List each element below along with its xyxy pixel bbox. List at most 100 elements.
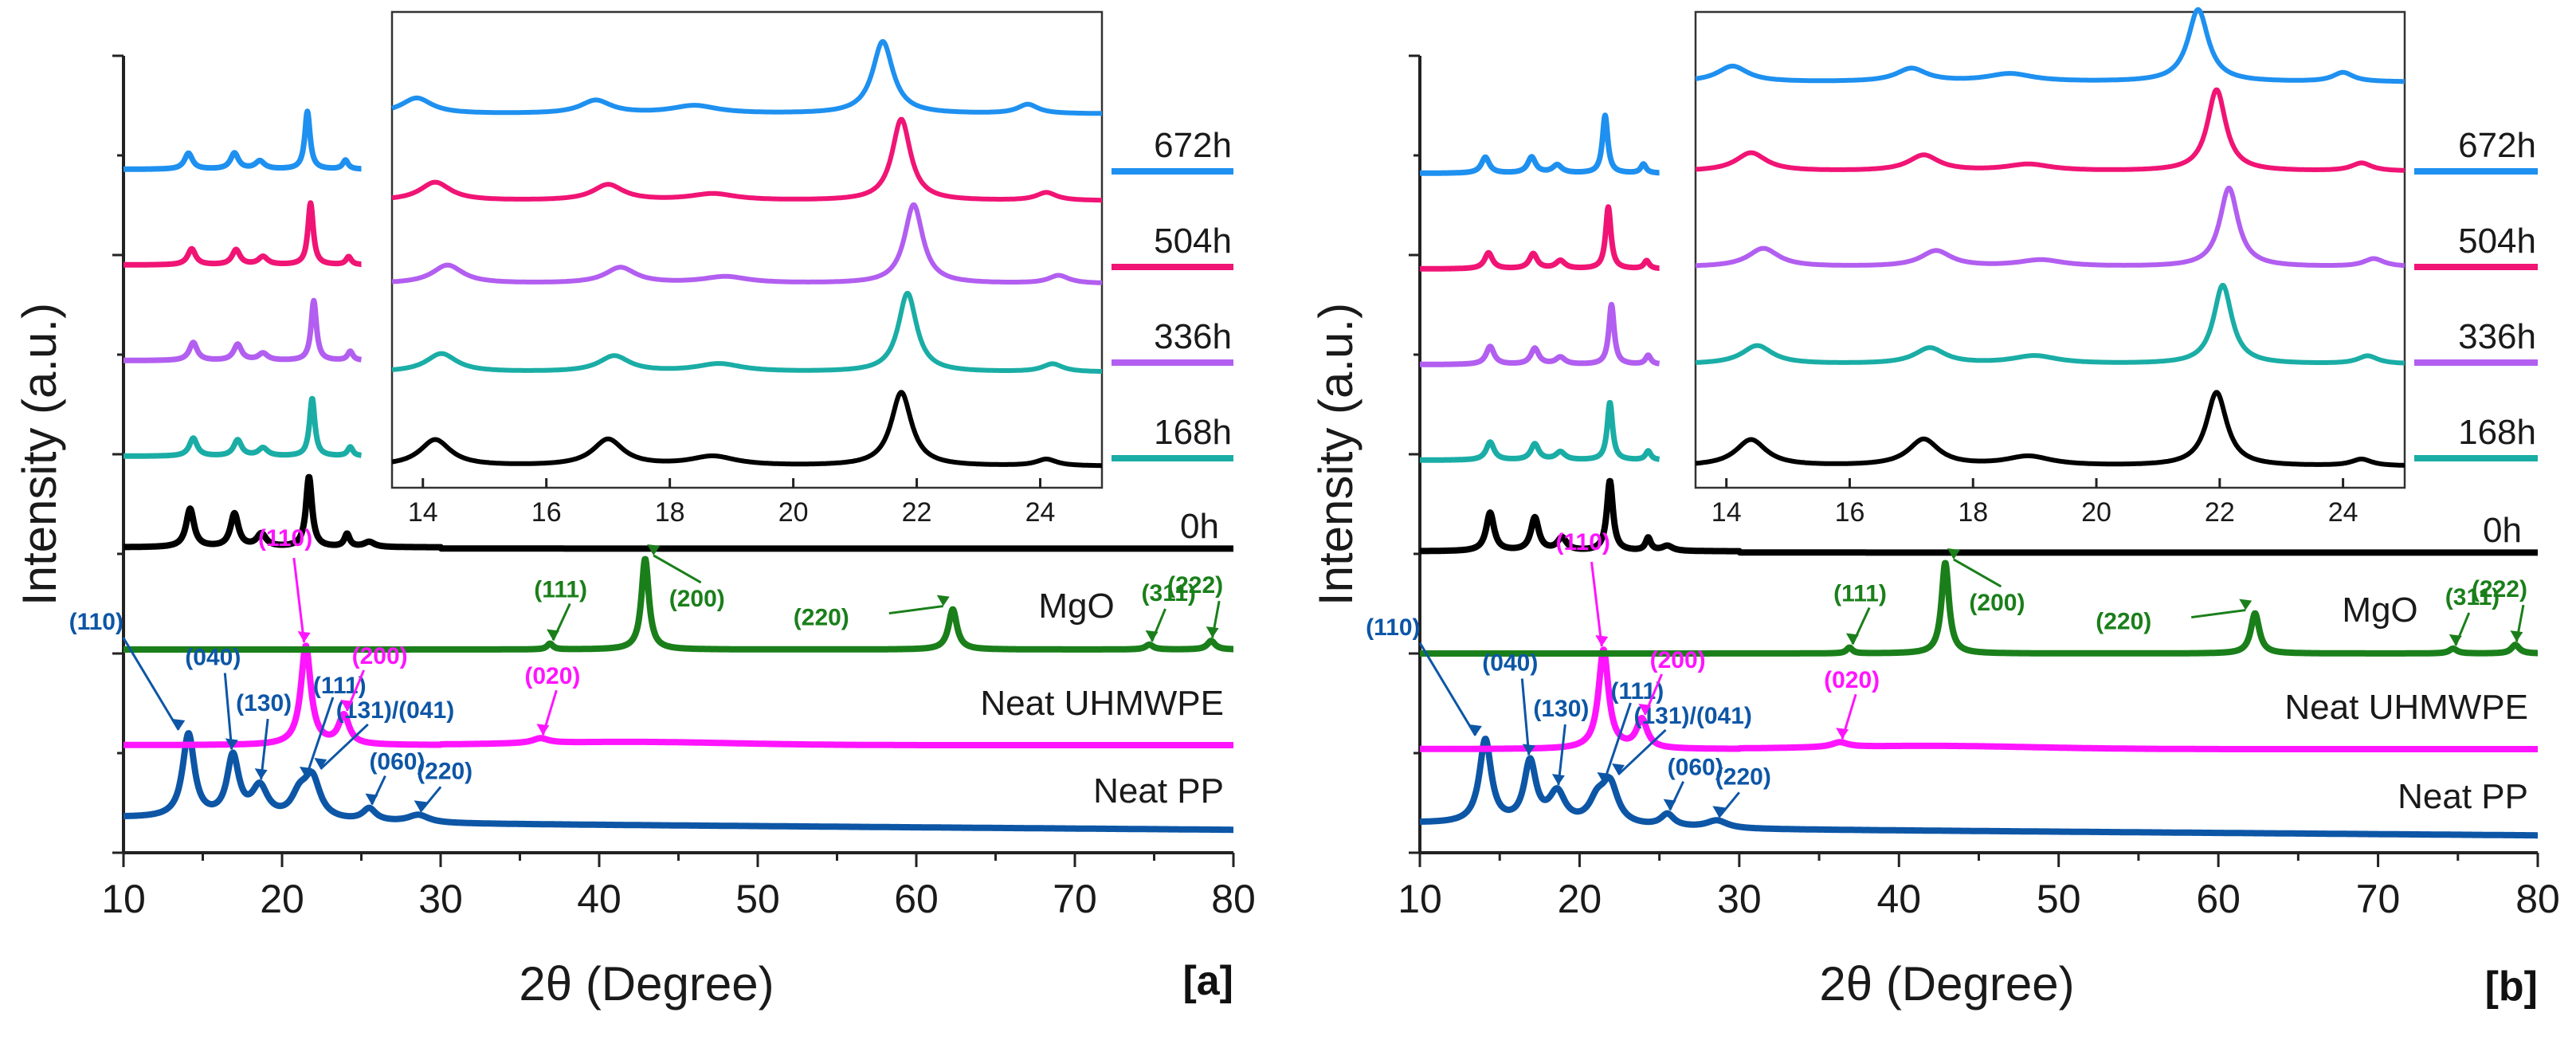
annotation-arrowhead xyxy=(254,768,268,780)
x-tick-label: 60 xyxy=(2196,877,2241,921)
inset-series-line-0h xyxy=(390,390,1104,469)
panel-a: 10 20 30 40 50 60 70 80 2θ (Degree) Intensity (a.… xyxy=(13,10,1256,1011)
annotation-arrow xyxy=(1418,642,1477,736)
x-tick-label: 60 xyxy=(894,877,939,921)
series-label-mgo: MgO xyxy=(1038,587,1114,626)
annotation-arrow xyxy=(122,637,180,731)
series-line-neat-uhmwpe xyxy=(120,642,1237,748)
annotation-arrow xyxy=(292,557,306,643)
inset-x-tick-label: 22 xyxy=(902,497,932,528)
legend-label-504h: 504h xyxy=(2458,222,2536,261)
peak-label-060: (060) xyxy=(1668,755,1723,781)
annotation-arrowhead xyxy=(1551,774,1565,786)
annotation-arrow xyxy=(304,697,335,779)
peak-label-222: (222) xyxy=(1167,572,1223,599)
peak-label-110: (110) xyxy=(1555,529,1610,555)
annotation-arrow xyxy=(1953,558,2002,588)
peak-label-220: (220) xyxy=(794,605,849,631)
annotation-arrowhead xyxy=(2239,599,2253,610)
peak-label-130: (130) xyxy=(1533,696,1589,722)
peak-label-111: (111) xyxy=(1833,581,1887,607)
inset-x-tick-label: 16 xyxy=(531,497,562,528)
panel-b: 10 20 30 40 50 60 70 80 2θ (Degree) Intensity (a.… xyxy=(1309,7,2560,1011)
annotation-arrow xyxy=(419,786,442,813)
inset-series-line-336h xyxy=(390,202,1104,285)
inset-series-line-168h xyxy=(1694,283,2406,366)
series-label-neat-pp: Neat PP xyxy=(1093,771,1224,810)
series-line-neat-pp xyxy=(1417,736,2541,839)
annotation-arrowhead xyxy=(2510,630,2523,642)
annotation-arrowhead xyxy=(1145,630,1159,642)
x-tick-label: 10 xyxy=(1398,877,1442,921)
series-label-0h: 0h xyxy=(2483,511,2522,550)
series-line-0h xyxy=(1417,477,2541,556)
series-line-168h xyxy=(121,395,364,459)
annotation-arrowhead xyxy=(1663,799,1676,810)
peak-label-220: (220) xyxy=(1715,763,1771,790)
annotation-arrow xyxy=(1602,702,1632,784)
series-label-neat-uhmwpe: Neat UHMWPE xyxy=(980,684,1224,723)
inset: 14 16 18 20 22 24 xyxy=(390,10,1104,528)
x-tick-label: 40 xyxy=(1876,877,1921,921)
annotation-arrowhead xyxy=(1612,763,1625,775)
peak-label-111: (111) xyxy=(534,577,587,603)
peak-label-200: (200) xyxy=(669,586,725,612)
inset-series-line-336h xyxy=(1694,186,2406,269)
x-tick-label: 40 xyxy=(577,877,621,921)
x-tick-label: 30 xyxy=(418,877,463,921)
inset-x-tick-label: 18 xyxy=(655,497,685,528)
inset: 14 16 18 20 22 24 xyxy=(1694,7,2406,528)
peak-label-200: (200) xyxy=(352,643,408,669)
legend-label-168h: 168h xyxy=(2458,413,2536,452)
series-line-672h xyxy=(1417,112,1662,176)
x-tick-label: 70 xyxy=(2356,877,2401,921)
annotation-arrow xyxy=(2191,609,2246,619)
annotation-arrow xyxy=(1718,791,1740,818)
annotation-arrowhead xyxy=(1597,771,1610,783)
peak-label-110: (110) xyxy=(258,525,312,551)
peak-label-222: (222) xyxy=(2472,576,2527,602)
legend-label-672h: 672h xyxy=(2458,126,2536,165)
series-line-336h xyxy=(1417,301,1662,367)
inset-x-tick-label: 14 xyxy=(408,497,438,528)
inset-x-tick-label: 16 xyxy=(1835,497,1865,528)
x-tick-label: 80 xyxy=(2515,877,2560,921)
x-tick-label: 80 xyxy=(1211,877,1256,921)
peak-label-200: (200) xyxy=(1969,590,2025,616)
series-line-0h xyxy=(120,473,1237,552)
inset-series-line-504h xyxy=(1694,87,2406,173)
series-line-168h xyxy=(1417,399,1662,463)
annotation-arrow xyxy=(888,605,943,615)
legend-label-672h: 672h xyxy=(1154,126,1232,165)
annotation-arrowhead xyxy=(1522,744,1535,756)
annotation-arrowhead xyxy=(225,738,238,750)
peak-label-110: (110) xyxy=(69,609,124,635)
annotation-arrowhead xyxy=(365,793,378,805)
series-line-336h xyxy=(121,297,364,363)
series-label-neat-uhmwpe: Neat UHMWPE xyxy=(2284,688,2528,727)
annotation-arrowhead xyxy=(647,544,661,555)
annotation-arrow xyxy=(653,554,702,584)
annotation-arrowhead xyxy=(536,724,550,736)
x-tick-label: 20 xyxy=(260,877,304,921)
peak-label-040: (040) xyxy=(1482,650,1538,676)
annotation-arrowhead xyxy=(1836,728,1849,740)
x-tick-label: 30 xyxy=(1717,877,1762,921)
legend-label-336h: 336h xyxy=(1154,317,1232,356)
peak-label-220: (220) xyxy=(417,758,472,784)
annotation-arrowhead xyxy=(172,718,186,730)
series-line-672h xyxy=(121,108,364,172)
inset-series-line-672h xyxy=(390,39,1104,116)
x-axis-title: 2θ (Degree) xyxy=(519,957,774,1011)
annotation-arrowhead xyxy=(936,595,950,606)
inset-x-tick-label: 18 xyxy=(1958,497,1988,528)
series-line-504h xyxy=(1417,204,1662,272)
peak-label-020: (020) xyxy=(524,663,580,689)
x-tick-label: 20 xyxy=(1558,877,1602,921)
annotation-arrow xyxy=(320,723,369,771)
y-axis-title: Intensity (a.u.) xyxy=(13,303,66,606)
inset-x-tick-label: 24 xyxy=(1025,497,1056,528)
inset-x-tick-label: 22 xyxy=(2205,497,2235,528)
annotation-arrowhead xyxy=(414,800,427,812)
